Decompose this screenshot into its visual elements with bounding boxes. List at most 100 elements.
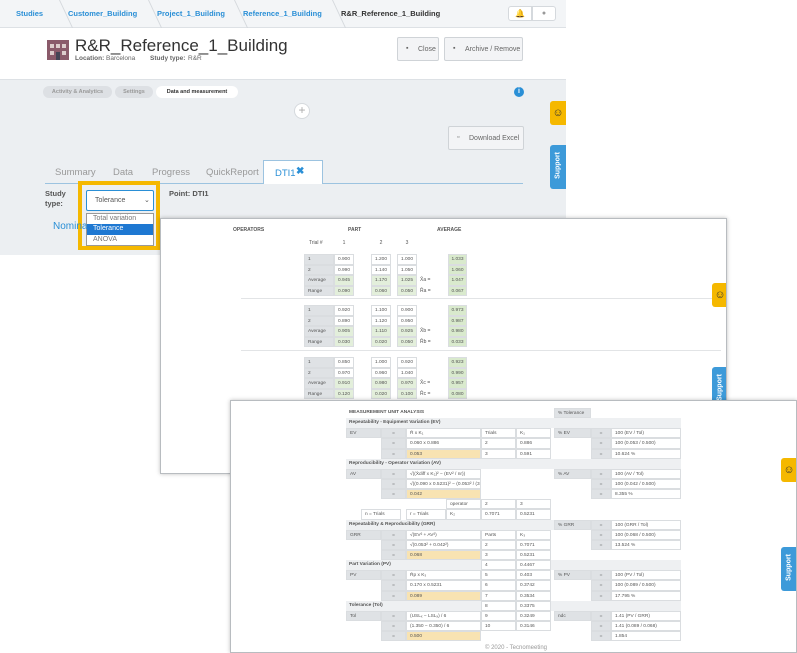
cell-result: 10.624 % (611, 448, 681, 459)
cell-eq: = (381, 468, 406, 479)
button[interactable]: ▪ Close (397, 37, 439, 61)
cell-eq2: = (591, 519, 611, 530)
cell-eq2: = (591, 428, 611, 439)
cell-eq: = (381, 529, 406, 540)
cell-value: 1.040 (397, 367, 417, 378)
cell-k: K₁ (516, 428, 551, 439)
study-type-value: R&R (188, 55, 202, 62)
cell-n: 9 (481, 610, 516, 621)
breadcrumb-item: R&R_Reference_1_Building (341, 9, 441, 18)
tab-active[interactable]: DTI1 ✖ (263, 160, 323, 184)
cell-eq: = (381, 620, 406, 632)
tab[interactable]: Data (113, 167, 134, 178)
add-button[interactable]: + (294, 103, 310, 119)
cell-formula: √((0.090 x 0.5231)² − (0.053² / (3 x 2))… (406, 478, 481, 490)
cell-result: 100 (0.042 / 0.500) (611, 478, 681, 490)
tab[interactable]: Summary (55, 167, 96, 178)
cell-eq2: = (591, 438, 611, 449)
subtab[interactable]: Settings (115, 86, 153, 98)
section-heading: Tolerance (Tol) (349, 602, 383, 608)
study-type-label: Study type: (150, 55, 186, 62)
bell-icon[interactable]: 🔔 (508, 6, 532, 21)
cell-result: 17.795 % (611, 590, 681, 601)
section-band (346, 418, 681, 429)
button[interactable]: ▫ Download Excel (448, 126, 524, 150)
cell-op: K₂ (446, 509, 481, 520)
user-icon[interactable]: ● (532, 6, 556, 21)
cell-n: Trials (481, 428, 516, 439)
cell-eq: = (381, 580, 406, 591)
section-heading: Repeatability - Equipment Variation (EV) (349, 420, 441, 426)
cell-note1: n = Trials (361, 509, 401, 520)
support-button[interactable]: Support (550, 145, 566, 189)
cell-label: PV (346, 570, 381, 581)
cell-eq: = (381, 570, 406, 581)
cell-k: 0.3742 (516, 580, 551, 591)
tab[interactable]: Progress (152, 167, 191, 178)
breadcrumb-item[interactable]: Studies (16, 9, 44, 18)
row-label: Average (304, 378, 334, 389)
feedback-button[interactable]: ☺ (712, 283, 726, 307)
summary-symbol: X̄c = (420, 380, 431, 386)
subtab[interactable]: Data and measurement (156, 86, 238, 98)
tab[interactable]: QuickReport (206, 167, 259, 178)
dropdown-option[interactable]: ANOVA (87, 234, 153, 245)
cell-eq2: = (591, 468, 611, 479)
support-button[interactable]: Support (781, 547, 796, 591)
cell-value: 1.050 (397, 264, 417, 275)
breadcrumb-item[interactable]: Customer_Building (68, 9, 138, 18)
cell-eq2: = (591, 539, 611, 550)
cell-formula: 0.068 (406, 549, 481, 561)
row-label: Range (304, 285, 334, 296)
dropdown-option[interactable]: Tolerance (87, 224, 153, 235)
cell-n: 0.7071 (481, 509, 516, 520)
button-icon: ▫ (457, 134, 460, 141)
average-value: 0.080 (448, 388, 467, 399)
cell-eq2: = (591, 448, 611, 459)
cell-formula: 0.060 x 0.886 (406, 438, 481, 449)
cell-value: 0.900 (397, 305, 417, 316)
nominal-tab[interactable]: Nomina (53, 221, 88, 232)
row-label: Range (304, 336, 334, 347)
cell-n: 10 (481, 620, 516, 632)
feedback-button[interactable]: ☺ (781, 458, 796, 482)
select-label: Study type: (45, 189, 66, 208)
cell-n: Parts (481, 529, 516, 540)
cell-k: 0.403 (516, 570, 551, 581)
cell-formula: 0.089 (406, 590, 481, 601)
breadcrumb-item[interactable]: Reference_1_Building (243, 9, 322, 18)
cell-formula: 0.042 (406, 489, 481, 500)
breadcrumb-item[interactable]: Project_1_Building (157, 9, 225, 18)
cell-k: 0.3146 (516, 620, 551, 632)
info-icon[interactable]: i (514, 87, 524, 97)
cell-k: 0.3375 (516, 600, 551, 611)
average-value: 0.067 (448, 285, 467, 296)
section-heading: Part Variation (PV) (349, 562, 391, 568)
page-title: R&R_Reference_1_Building (75, 36, 288, 55)
cell-eq2: = (591, 529, 611, 540)
block-separator (241, 350, 721, 351)
cell-eq: = (381, 590, 406, 601)
feedback-button[interactable]: ☺ (550, 101, 566, 125)
footer: © 2020 - Tecnomeeting (485, 645, 548, 651)
row-label: Range (304, 388, 334, 399)
cell-n: 3 (481, 549, 516, 561)
cell-n: 8 (481, 600, 516, 611)
button[interactable]: ▪ Archive / Remove (444, 37, 523, 61)
cell-value: 0.090 (334, 285, 354, 296)
cell-value: 0.020 (371, 336, 391, 347)
cell-n: 6 (481, 580, 516, 591)
dropdown-option[interactable]: Total variation (87, 214, 153, 225)
tab-close[interactable]: ✖ (296, 166, 305, 177)
average-value: 0.973 (448, 305, 467, 316)
cell-value: 0.905 (334, 326, 354, 337)
select[interactable]: Tolerance ⌄ (86, 190, 154, 211)
subtab[interactable]: Activity & Analytics (43, 86, 112, 98)
trial-number: 3 (405, 240, 409, 246)
summary-symbol: R̄c = (420, 390, 431, 397)
cell-n: 7 (481, 590, 516, 601)
cell-value: 0.120 (334, 388, 354, 399)
block-separator (241, 298, 721, 299)
cell-value: 0.920 (334, 305, 354, 316)
cell-value: 0.950 (397, 315, 417, 326)
